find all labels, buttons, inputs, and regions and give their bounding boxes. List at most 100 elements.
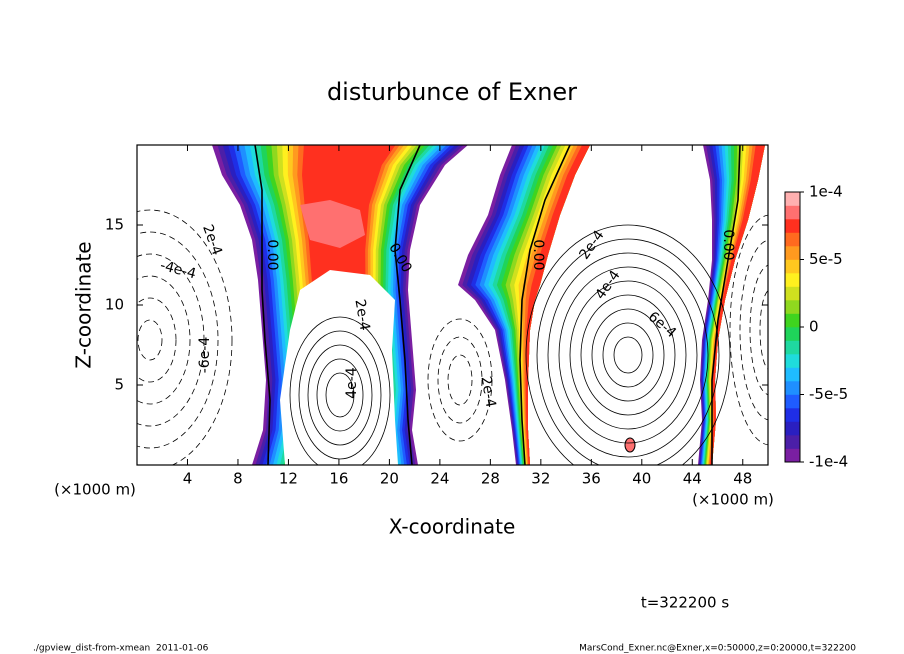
colorbar-band bbox=[785, 313, 800, 328]
y-unit-label: (×1000 m) bbox=[54, 481, 136, 499]
footer-right: MarsCond_Exner.nc@Exner,x=0:50000,z=0:20… bbox=[579, 644, 856, 654]
contour-line bbox=[580, 294, 676, 416]
colorbar-band bbox=[785, 327, 800, 341]
contour-line bbox=[569, 280, 687, 430]
colorbar-band bbox=[785, 246, 800, 260]
x-tick-label: 8 bbox=[233, 470, 243, 488]
contour-label: 2e-4 bbox=[477, 375, 498, 409]
contour-line bbox=[602, 322, 654, 388]
x-unit-label: (×1000 m) bbox=[692, 491, 774, 509]
colorbar-band bbox=[785, 259, 800, 274]
colorbar-band bbox=[785, 205, 800, 220]
contour-line bbox=[298, 330, 382, 460]
x-tick-label: 20 bbox=[380, 470, 399, 488]
x-tick-label: 28 bbox=[481, 470, 500, 488]
colorbar-band bbox=[785, 219, 800, 233]
x-tick-label: 36 bbox=[582, 470, 601, 488]
color-fill bbox=[698, 145, 765, 465]
contour-line bbox=[137, 297, 177, 383]
zero-contour bbox=[254, 145, 271, 465]
color-fill bbox=[624, 437, 636, 453]
y-tick-label: 10 bbox=[105, 296, 124, 314]
contour-line bbox=[739, 239, 768, 421]
x-tick-label: 44 bbox=[683, 470, 702, 488]
plot-frame bbox=[136, 144, 769, 466]
contour-line bbox=[427, 318, 493, 442]
color-fill bbox=[488, 145, 590, 465]
zero-contour bbox=[519, 145, 571, 465]
x-tick-label: 40 bbox=[632, 470, 651, 488]
colorbar-tick-label: -1e-4 bbox=[809, 453, 848, 471]
zero-contour bbox=[394, 145, 421, 465]
contour-line bbox=[759, 290, 768, 370]
colorbar-tick-label: -5e-5 bbox=[809, 385, 848, 403]
contour-line bbox=[137, 253, 205, 427]
contour-line bbox=[591, 308, 665, 402]
contour-label: 4e-4 bbox=[592, 267, 623, 302]
colorbar-band bbox=[785, 286, 800, 301]
contour-line bbox=[536, 238, 720, 465]
x-tick-label: 48 bbox=[733, 470, 752, 488]
colorbar-band bbox=[785, 273, 800, 287]
contour-line bbox=[316, 358, 364, 432]
x-tick-label: 12 bbox=[279, 470, 298, 488]
colorbar-band bbox=[785, 435, 800, 449]
contour-line bbox=[525, 224, 731, 465]
contour-line bbox=[137, 319, 163, 361]
contour-label: 6e-4 bbox=[645, 309, 679, 342]
colorbar-band bbox=[785, 300, 800, 314]
colorbar-band bbox=[785, 232, 800, 247]
colorbar-band bbox=[785, 354, 800, 368]
x-tick-label: 24 bbox=[430, 470, 449, 488]
y-tick-label: 15 bbox=[105, 216, 124, 234]
colorbar-band bbox=[785, 192, 800, 206]
colorbar-band bbox=[785, 408, 800, 422]
x-tick-label: 32 bbox=[531, 470, 550, 488]
y-tick-label: 5 bbox=[114, 376, 124, 394]
contour-label: 0.00 bbox=[264, 239, 280, 270]
colorbar-band bbox=[785, 367, 800, 382]
contour-line bbox=[289, 316, 391, 465]
contour-line bbox=[447, 354, 473, 406]
colorbar-tick-label: 1e-4 bbox=[809, 183, 843, 201]
contour-label: -6e-4 bbox=[197, 337, 213, 374]
contour-label: 0.00 bbox=[530, 239, 546, 270]
contour-label: -4e-4 bbox=[158, 258, 198, 283]
colorbar-band bbox=[785, 394, 800, 409]
contour-line bbox=[749, 264, 768, 396]
x-axis-label: X-coordinate bbox=[389, 515, 516, 539]
contour-line bbox=[137, 231, 219, 449]
contour-line bbox=[307, 344, 373, 446]
contour-line bbox=[325, 372, 355, 418]
zero-contour bbox=[711, 145, 741, 465]
chart-title: disturbunce of Exner bbox=[327, 78, 577, 106]
colorbar-tick-label: 0 bbox=[809, 318, 819, 336]
contour-line bbox=[547, 252, 709, 458]
contour-label: 2e-4 bbox=[199, 222, 225, 257]
colorbar-tick-label: 5e-5 bbox=[809, 250, 843, 268]
contour-line bbox=[137, 275, 191, 405]
x-tick-label: 4 bbox=[183, 470, 193, 488]
contour-field bbox=[137, 145, 768, 465]
time-label: t=322200 s bbox=[641, 594, 729, 612]
y-axis-label: Z-coordinate bbox=[72, 241, 96, 368]
colorbar-band bbox=[785, 340, 800, 355]
colorbar-band bbox=[785, 448, 800, 463]
color-fill bbox=[280, 270, 398, 465]
colorbar-band bbox=[785, 381, 800, 395]
color-fill bbox=[300, 200, 365, 248]
contour-line bbox=[613, 336, 643, 374]
contour-line bbox=[437, 336, 483, 424]
contour-label: 4e-4 bbox=[344, 367, 360, 399]
contour-line bbox=[558, 266, 698, 444]
color-fill bbox=[699, 145, 765, 465]
color-fill bbox=[509, 145, 590, 465]
contour-label: 0.00 bbox=[720, 229, 736, 260]
footer-left: ./gpview_dist-from-xmean 2011-01-06 bbox=[33, 644, 209, 654]
colorbar-band bbox=[785, 421, 800, 436]
x-tick-label: 16 bbox=[329, 470, 348, 488]
contour-label: 2e-4 bbox=[351, 298, 372, 332]
contour-line bbox=[137, 209, 233, 465]
color-fill bbox=[525, 145, 590, 465]
